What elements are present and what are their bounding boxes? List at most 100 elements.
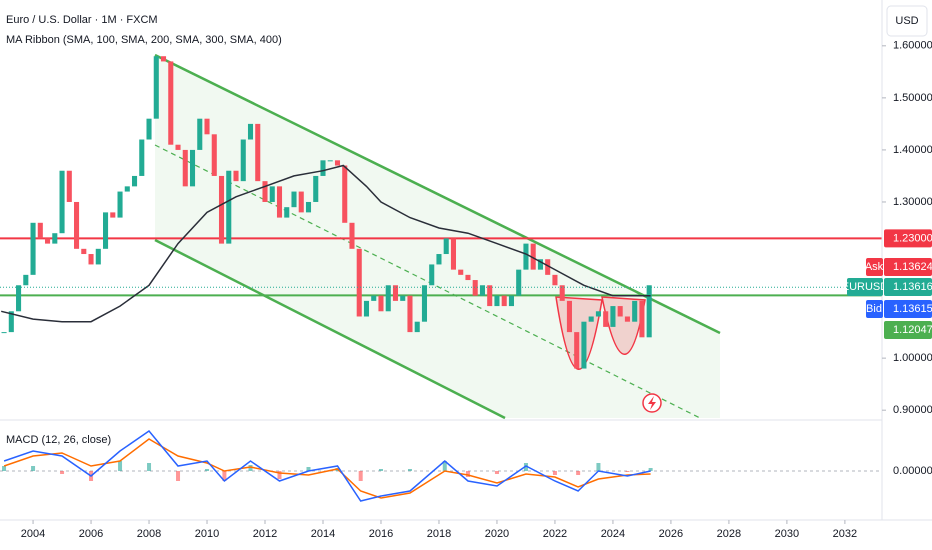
currency-button[interactable] <box>886 5 928 37</box>
candle <box>472 280 478 296</box>
x-tick-label: 2012 <box>253 528 277 540</box>
candle <box>421 285 428 322</box>
x-tick-label: 2032 <box>833 528 857 540</box>
candle <box>588 316 594 322</box>
channel-lower <box>154 238 506 420</box>
currency-label[interactable]: USD <box>895 15 918 27</box>
candle <box>226 170 232 244</box>
candle <box>407 295 413 333</box>
candle <box>363 300 370 317</box>
candle <box>537 259 543 270</box>
candle <box>617 306 623 317</box>
candle <box>182 149 188 187</box>
indicator-label: MA Ribbon (SMA, 100, SMA, 200, SMA, 300,… <box>6 34 282 46</box>
candle <box>45 238 51 244</box>
histogram-bar <box>407 469 412 471</box>
candle <box>189 149 196 187</box>
candle <box>508 295 514 307</box>
candle <box>247 123 254 140</box>
quote-name: Bid <box>866 303 882 315</box>
candle <box>595 311 601 317</box>
candle <box>37 222 43 239</box>
candle <box>233 170 239 182</box>
candle <box>552 274 558 286</box>
y-tick-label: 1.40000 <box>893 144 932 156</box>
candle <box>465 274 471 281</box>
macd-label: MACD (12, 26, close) <box>6 434 111 446</box>
candle <box>153 56 159 119</box>
ma-line <box>1 164 651 323</box>
candle <box>124 186 130 192</box>
channel-upper <box>154 53 721 335</box>
candle <box>269 186 275 202</box>
candle <box>450 238 457 270</box>
candle <box>211 134 217 176</box>
candle <box>334 160 341 166</box>
candle <box>160 56 167 62</box>
y-tick-label: 1.00000 <box>893 352 932 364</box>
candle <box>117 191 123 218</box>
candle <box>371 295 377 301</box>
candle <box>320 160 326 176</box>
candle <box>276 186 283 218</box>
histogram-bar <box>222 471 227 481</box>
histogram-bar <box>552 471 557 475</box>
x-tick-label: 2014 <box>311 528 335 540</box>
candle <box>16 285 22 312</box>
price-badge <box>884 258 932 276</box>
histogram-bar <box>277 471 282 479</box>
candle <box>610 306 616 327</box>
quote-tag <box>866 300 883 318</box>
signal-line <box>3 438 651 499</box>
price-badge-label: 1.23000 <box>893 232 932 244</box>
channel-mid <box>154 144 701 419</box>
macd-line <box>3 429 651 502</box>
x-tick-label: 2008 <box>137 528 161 540</box>
x-tick-label: 2004 <box>21 528 45 540</box>
histogram-bar <box>378 469 383 471</box>
histogram-bar <box>442 461 447 471</box>
candle <box>197 118 203 150</box>
channel-fill <box>155 55 720 418</box>
price-badge <box>884 278 932 296</box>
candle <box>168 61 174 145</box>
x-tick-label: 2018 <box>427 528 451 540</box>
candle <box>327 160 333 162</box>
candle <box>566 300 572 333</box>
candle <box>103 212 109 249</box>
candle <box>523 243 529 270</box>
histogram-bar <box>31 466 36 471</box>
histogram-bar <box>118 461 123 471</box>
candle <box>342 165 348 223</box>
candle <box>262 181 268 202</box>
price-badge-label: 1.12047 <box>893 324 932 336</box>
candle <box>131 175 138 187</box>
candle <box>646 285 652 338</box>
candle <box>284 207 290 218</box>
candle <box>429 264 435 286</box>
price-badge <box>884 300 932 318</box>
candle <box>414 321 420 333</box>
quote-name: EURUSD <box>842 281 889 293</box>
candle <box>400 295 406 301</box>
candle <box>436 254 442 265</box>
candle <box>95 248 101 265</box>
candle <box>255 123 261 182</box>
candle <box>545 259 551 275</box>
candle <box>74 201 80 249</box>
histogram-bar <box>358 471 363 481</box>
price-badge <box>884 229 932 248</box>
candle <box>581 321 587 369</box>
x-tick-label: 2016 <box>369 528 393 540</box>
y-tick-label: 1.30000 <box>893 196 932 208</box>
x-tick-label: 2030 <box>775 528 799 540</box>
candle <box>559 285 565 301</box>
candle <box>385 285 391 312</box>
candle <box>392 285 399 301</box>
price-badge-label: 1.13615 <box>893 303 932 315</box>
histogram-bar <box>147 463 152 471</box>
quote-tag <box>847 278 883 296</box>
candle <box>175 144 181 150</box>
candle <box>110 212 116 218</box>
